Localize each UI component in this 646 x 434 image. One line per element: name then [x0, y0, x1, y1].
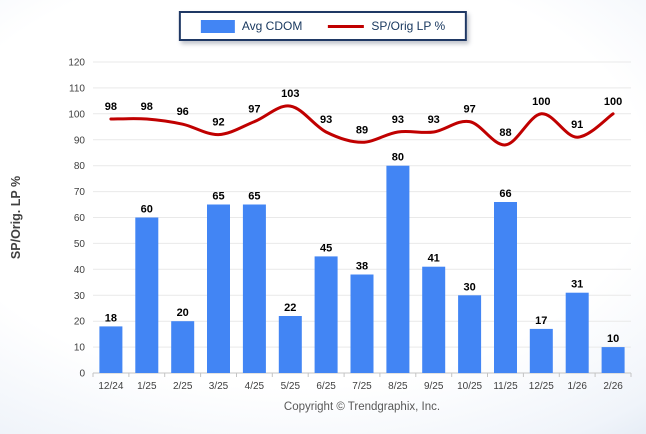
line-value-label: 100: [532, 96, 550, 108]
line-value-label: 98: [141, 101, 153, 113]
x-tick-label: 10/25: [457, 381, 482, 392]
y-tick-label: 30: [74, 291, 86, 302]
y-tick-label: 100: [68, 109, 85, 120]
bar: [278, 316, 302, 373]
bar-value-label: 31: [571, 279, 583, 291]
bar: [99, 326, 123, 373]
y-tick-label: 120: [68, 58, 85, 69]
legend-item-avg-cdom: Avg CDOM: [200, 19, 303, 33]
line-value-label: 103: [281, 88, 299, 100]
bar-value-label: 41: [428, 253, 440, 265]
bar-value-label: 17: [535, 315, 547, 327]
x-tick-label: 7/25: [352, 381, 372, 392]
line-value-label: 91: [571, 119, 583, 131]
y-tick-label: 40: [74, 265, 86, 276]
bar-value-label: 65: [248, 191, 260, 203]
bar-value-label: 22: [284, 302, 296, 314]
bar: [242, 204, 266, 373]
x-tick-label: 12/24: [98, 381, 123, 392]
line-value-label: 89: [356, 124, 368, 136]
bar-value-label: 20: [177, 307, 189, 319]
bar: [135, 217, 159, 373]
legend-item-sp-orig-lp: SP/Orig LP %: [328, 19, 445, 33]
bar: [314, 256, 338, 373]
bar-value-label: 80: [392, 152, 404, 164]
line-value-label: 97: [463, 104, 475, 116]
y-axis-title: SP/Orig. LP %: [9, 176, 23, 259]
x-tick-label: 6/25: [316, 381, 336, 392]
bar-value-label: 38: [356, 261, 368, 273]
y-tick-label: 50: [74, 239, 86, 250]
y-tick-label: 20: [74, 317, 86, 328]
x-tick-label: 2/26: [603, 381, 623, 392]
bar: [207, 204, 230, 373]
bar: [350, 274, 374, 373]
line-value-label: 98: [105, 101, 117, 113]
bar: [422, 266, 446, 373]
bar-value-label: 30: [463, 281, 475, 293]
x-tick-label: 12/25: [529, 381, 554, 392]
y-tick-label: 110: [69, 83, 85, 94]
y-tick-label: 80: [74, 161, 86, 172]
x-tick-label: 1/25: [137, 381, 157, 392]
bar: [529, 328, 553, 373]
bar: [458, 295, 482, 374]
line-value-label: 93: [320, 114, 332, 126]
line-value-label: 93: [428, 114, 440, 126]
bar-value-label: 66: [499, 188, 511, 200]
legend-label-sp-orig-lp: SP/Orig LP %: [371, 19, 446, 33]
y-tick-label: 0: [79, 369, 85, 380]
x-tick-label: 4/25: [245, 381, 265, 392]
y-tick-label: 70: [74, 187, 86, 198]
bar: [565, 292, 589, 373]
line-value-label: 92: [212, 117, 224, 129]
y-tick-label: 90: [74, 135, 86, 146]
x-tick-label: 5/25: [281, 381, 301, 392]
x-tick-label: 11/25: [493, 381, 518, 392]
x-tick-label: 9/25: [424, 381, 444, 392]
x-tick-label: 2/25: [173, 381, 193, 392]
legend-label-avg-cdom: Avg CDOM: [241, 19, 303, 33]
bar-value-label: 60: [141, 204, 153, 216]
bar: [171, 321, 195, 373]
y-tick-label: 10: [74, 343, 86, 354]
line-value-label: 97: [248, 104, 260, 116]
line-series-swatch-icon: [328, 24, 365, 28]
y-tick-label: 60: [74, 213, 86, 224]
x-tick-label: 8/25: [388, 381, 408, 392]
bar-value-label: 18: [105, 312, 117, 324]
bar-value-label: 10: [607, 333, 619, 345]
bar: [386, 165, 410, 373]
x-tick-label: 3/25: [209, 381, 229, 392]
line-value-label: 96: [177, 106, 189, 118]
copyright-text: Copyright © Trendgraphix, Inc.: [283, 401, 441, 413]
line-value-label: 100: [604, 96, 622, 108]
line-value-label: 93: [392, 114, 404, 126]
bar-value-label: 65: [212, 191, 224, 203]
chart-legend: Avg CDOM SP/Orig LP %: [178, 11, 468, 41]
x-tick-label: 1/26: [567, 381, 587, 392]
bar-series-swatch-icon: [200, 19, 235, 33]
bar: [494, 202, 517, 374]
bar-value-label: 45: [320, 242, 332, 254]
line-series: [109, 104, 615, 147]
bar: [601, 347, 625, 373]
line-value-label: 88: [499, 127, 511, 139]
